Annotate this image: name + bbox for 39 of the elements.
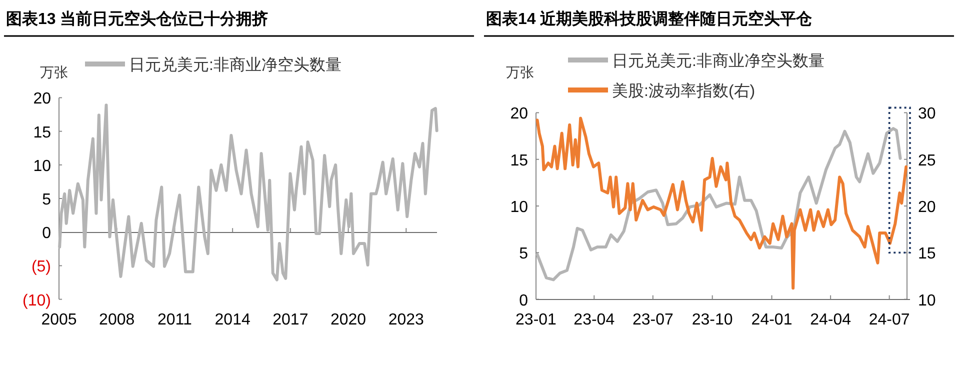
y-tick-label: 20 — [510, 106, 528, 123]
y2-tick-label: 30 — [918, 106, 936, 123]
x-tick-label: 23-01 — [516, 311, 557, 328]
x-tick-label: 23-10 — [692, 311, 733, 328]
x-tick-label: 24-07 — [868, 311, 910, 328]
y-tick-label: 0 — [42, 225, 52, 242]
line-series — [58, 104, 438, 282]
y-tick-label: (5) — [31, 258, 51, 276]
y-axis-title: 万张 — [40, 64, 68, 80]
y2-tick-label: 25 — [918, 152, 936, 170]
y-tick-label: 10 — [510, 199, 528, 216]
y2-tick-label: 15 — [918, 246, 936, 263]
x-tick-label: 24-01 — [751, 311, 792, 328]
x-tick-label: 24-04 — [810, 311, 852, 328]
y-tick-label: 15 — [510, 152, 528, 170]
x-tick-label: 2020 — [330, 311, 366, 328]
legend-label: 日元兑美元:非商业净空头数量 — [129, 56, 342, 74]
legend-label: 美股:波动率指数(右) — [612, 82, 756, 100]
x-tick-label: 23-04 — [574, 311, 615, 328]
y-tick-label: (10) — [22, 292, 51, 310]
chart-title: 图表14 近期美股科技股调整伴随日元空头平仓 — [486, 9, 814, 28]
y-tick-label: 20 — [33, 90, 52, 108]
x-tick-label: 2023 — [388, 311, 424, 328]
y2-tick-label: 20 — [918, 199, 936, 216]
chart-title: 图表13 当前日元空头仓位已十分拥挤 — [6, 10, 268, 28]
x-tick-label: 2014 — [214, 311, 250, 328]
y-axis-title: 万张 — [506, 64, 534, 80]
x-tick-label: 2005 — [41, 311, 77, 328]
y-tick-label: 10 — [33, 158, 52, 175]
x-tick-label: 2008 — [99, 311, 135, 328]
y-tick-label: 15 — [33, 124, 52, 142]
y-tick-label: 0 — [519, 292, 528, 310]
x-tick-label: 2011 — [158, 311, 192, 328]
y-tick-label: 5 — [519, 246, 528, 263]
y2-tick-label: 10 — [918, 292, 936, 310]
x-tick-label: 2017 — [272, 311, 308, 328]
x-tick-label: 23-07 — [632, 311, 674, 328]
y-tick-label: 5 — [42, 192, 52, 208]
legend-label: 日元兑美元:非商业净空头数量 — [612, 52, 824, 70]
